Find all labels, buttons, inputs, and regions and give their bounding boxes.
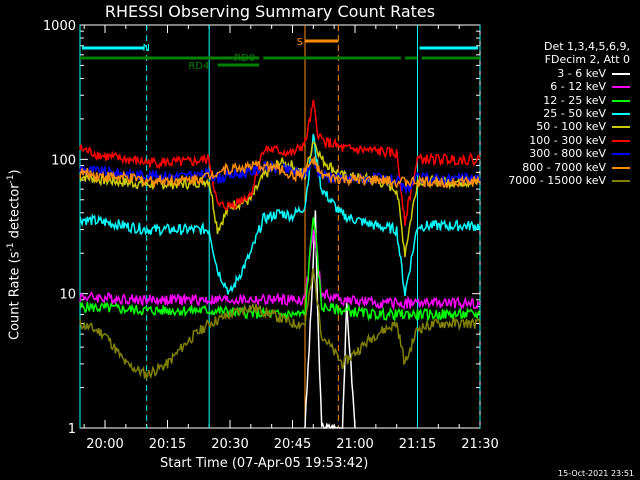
legend-item: 50 - 100 keV: [508, 120, 630, 133]
y-axis-label: Count Rate (s-1 detector-1): [6, 169, 23, 340]
series-line-1: [79, 229, 481, 311]
legend-label: 3 - 6 keV: [557, 66, 606, 80]
legend-item: 6 - 12 keV: [508, 80, 630, 93]
legend-item: 7000 - 15000 keV: [508, 174, 630, 187]
legend-item: 100 - 300 keV: [508, 134, 630, 147]
legend-swatch: [612, 166, 630, 169]
legend-label: 12 - 25 keV: [543, 93, 606, 107]
y-tick-label-1000: 1000: [43, 19, 76, 34]
legend-header-line-1: Det 1,3,4,5,6,9,: [543, 40, 630, 53]
annotation-n: N: [143, 43, 150, 54]
y-tick-label-10: 10: [59, 288, 76, 303]
series-line-5: [79, 99, 481, 226]
legend-label: 50 - 100 keV: [536, 120, 606, 134]
legend-swatch: [612, 99, 630, 102]
x-tick-label-2000: 20:00: [86, 437, 123, 452]
series-line-4: [79, 141, 481, 257]
annotation-rd4: RD4: [188, 61, 209, 72]
legend-swatch: [612, 139, 630, 142]
y-tick-label-100: 100: [51, 153, 76, 168]
legend-swatch: [612, 86, 630, 89]
legend-swatch: [612, 113, 630, 116]
legend: Det 1,3,4,5,6,9, FDecim 2, Att 0 3 - 6 k…: [508, 40, 630, 187]
x-tick-label-2015: 20:15: [149, 437, 186, 452]
x-tick-label-2115: 21:15: [399, 437, 436, 452]
legend-swatch: [612, 126, 630, 129]
legend-item: 3 - 6 keV: [508, 67, 630, 80]
legend-swatch: [612, 72, 630, 75]
legend-label: 300 - 800 keV: [529, 147, 606, 161]
annotation-s: S: [297, 37, 303, 48]
legend-item: 25 - 50 keV: [508, 107, 630, 120]
legend-item: 800 - 7000 keV: [508, 161, 630, 174]
legend-label: 7000 - 15000 keV: [508, 174, 606, 188]
x-tick-label-2100: 21:00: [336, 437, 373, 452]
series-line-8: [79, 268, 481, 381]
x-axis-label: Start Time (07-Apr-05 19:53:42): [160, 456, 369, 471]
legend-label: 100 - 300 keV: [529, 133, 606, 147]
series-line-3: [79, 133, 481, 296]
legend-label: 800 - 7000 keV: [522, 160, 606, 174]
footer-date: 15-Oct-2021 23:51: [558, 469, 634, 478]
legend-swatch: [612, 180, 630, 183]
legend-label: 25 - 50 keV: [543, 107, 606, 121]
x-tick-label-2130: 21:30: [461, 437, 498, 452]
legend-item: 12 - 25 keV: [508, 94, 630, 107]
x-tick-label-2030: 20:30: [211, 437, 248, 452]
chart-title: RHESSI Observing Summary Count Rates: [104, 2, 436, 21]
y-tick-label-1: 1: [68, 422, 76, 437]
legend-swatch: [612, 153, 630, 156]
series-line-7: [79, 156, 481, 189]
legend-header-line-2: FDecim 2, Att 0: [544, 53, 630, 67]
legend-label: 6 - 12 keV: [550, 80, 606, 94]
x-tick-label-2045: 20:45: [274, 437, 311, 452]
legend-item: 300 - 800 keV: [508, 147, 630, 160]
annotation-rd0: RD0: [234, 53, 255, 64]
